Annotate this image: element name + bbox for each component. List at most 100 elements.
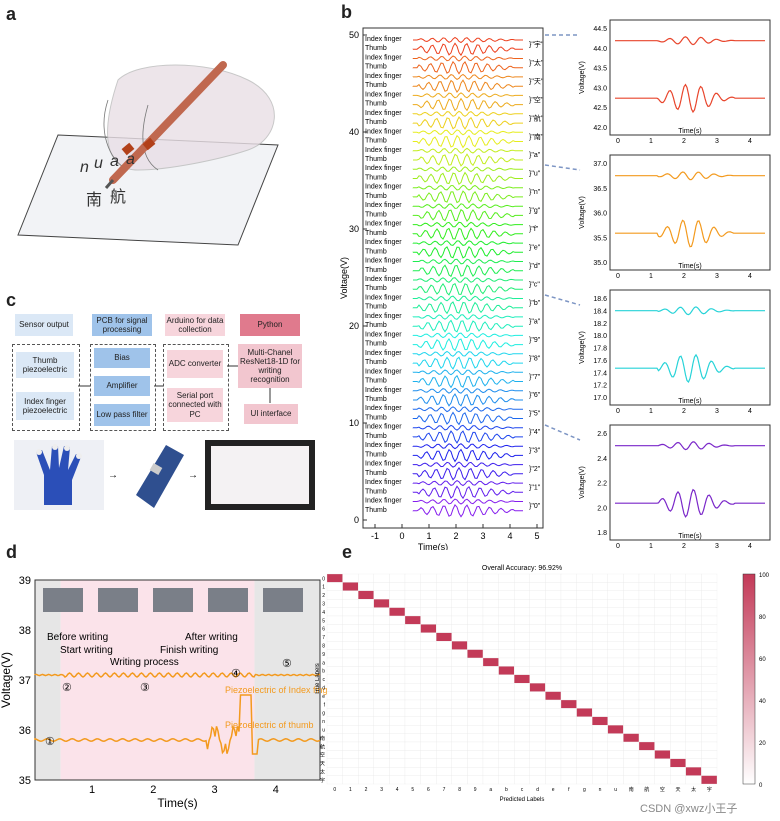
b-row-char: }"5" [529,411,541,418]
zoom-trace [615,306,765,316]
e-cell [592,708,608,717]
e-cell [638,624,655,633]
e-cell [467,582,484,591]
e-cell [592,666,608,675]
e-cell [670,582,686,591]
e-cell [592,573,608,583]
e-cell [638,741,655,751]
e-cell [654,624,671,633]
e-cell [514,641,530,650]
b-trace [412,448,523,463]
e-cell [358,590,374,600]
python-resnet: Multi-Chanel ResNet18-1D for writing rec… [238,344,302,388]
b-xtick: 3 [480,531,485,541]
e-cell [404,725,421,734]
zoom-xlabel: Time(s) [678,128,701,135]
header-arduino: Arduino for data collection [165,314,225,336]
zoom-link-arrow [544,164,581,171]
e-cell [451,691,468,701]
e-cell [607,767,624,776]
e-cell [592,741,608,751]
e-cell [326,599,343,608]
panel-b-zooms: 42.042.543.043.544.044.50 1 2 3 4Time(s)Volt… [544,19,771,550]
d-ytick: 35 [19,775,31,787]
e-cell [420,775,437,785]
b-trace [413,277,523,283]
b-row-label: Index finger [365,184,402,191]
e-cell [529,767,546,776]
e-cell [529,666,546,675]
e-cell [638,683,655,692]
e-cell [670,683,686,692]
e-cell [326,741,343,751]
d-legend-thumb: Piezoelectric of thumb [225,720,314,730]
e-cell [560,666,577,675]
e-cell [420,607,437,617]
e-cell [420,573,437,583]
e-cell [358,641,374,650]
e-cell [654,716,671,726]
e-cell [685,758,702,768]
d-photo-thumb [208,588,248,612]
e-cell [623,674,640,684]
e-ytick: n [322,719,325,725]
b-ytick: 50 [349,30,359,40]
e-cell [404,691,421,701]
e-cell [607,674,624,684]
e-cell [342,657,359,667]
b-row-label: Index finger [365,498,402,505]
e-cell [576,599,593,608]
zoom-xtick: 2 [682,408,686,415]
b-trace [412,190,523,204]
e-cell [373,683,390,692]
e-cell [404,666,421,675]
e-cell [404,599,421,608]
b-row-label: Thumb [365,359,387,366]
e-cell [451,741,468,751]
e-cell [670,573,686,583]
e-cell [514,674,530,684]
e-cell [685,599,702,608]
e-xtick: 0 [333,787,336,793]
e-cell [514,632,530,642]
e-cell [576,733,593,743]
zoom-ylabel: Voltage(V) [579,331,586,364]
e-cell [576,674,593,684]
e-cell [529,733,546,743]
b-trace [412,369,523,376]
e-cell [685,641,702,650]
e-cell [623,615,640,625]
e-cell [638,708,655,717]
e-cell [436,767,452,776]
zoom-ytick: 43.5 [593,66,607,73]
b-trace [413,36,523,44]
e-ytick: 空 [320,752,325,759]
e-cell [638,691,655,701]
e-cell [451,599,468,608]
e-cell [326,624,343,633]
e-cell [607,649,624,659]
e-ytick: 5 [322,618,325,624]
b-row-label: Index finger [365,368,402,375]
e-cell [654,750,671,759]
b-xtick: 1 [426,531,431,541]
e-cell [342,573,359,583]
e-xtick: c [521,787,524,793]
e-cell [670,699,686,709]
e-cell [467,666,484,675]
zoom-xtick: 2 [682,138,686,145]
e-cell [498,741,515,751]
b-row-char: }"太" [529,58,544,67]
e-cell [529,725,546,734]
e-cell [342,582,359,591]
e-cell [498,657,515,667]
e-cell [592,750,608,759]
e-cell [685,733,702,743]
e-colorbar-tick: 40 [759,699,766,705]
e-cell [420,624,437,633]
zoom-ytick: 18.0 [593,333,607,340]
e-cell [654,683,671,692]
e-cell [701,750,718,759]
e-cell [420,716,437,726]
e-cell [638,666,655,675]
